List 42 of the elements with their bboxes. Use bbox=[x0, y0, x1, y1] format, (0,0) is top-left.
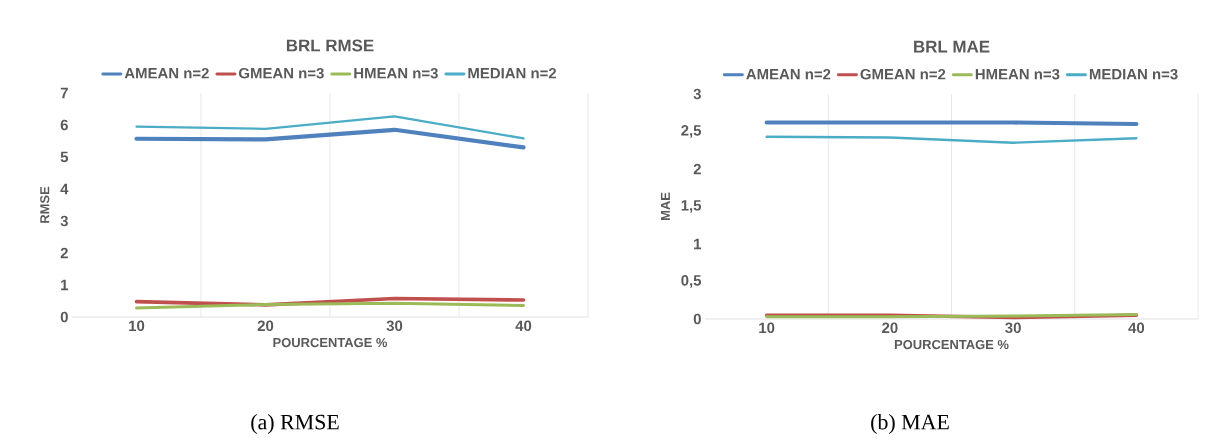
y-tick-label: 7 bbox=[60, 87, 68, 99]
line-series bbox=[135, 115, 525, 140]
y-tick-label: 0,5 bbox=[681, 275, 702, 288]
y-tick-label: 3 bbox=[60, 215, 68, 227]
legend-label: AMEAN n=2 bbox=[746, 68, 831, 80]
y-tick-label: 1 bbox=[61, 279, 69, 291]
y-tick-label: 0 bbox=[60, 311, 68, 323]
chart-title: BRL RMSE bbox=[286, 39, 374, 52]
legend-label: GMEAN n=3 bbox=[239, 67, 324, 79]
legend-label: GMEAN n=2 bbox=[860, 68, 946, 80]
y-tick-label: 2 bbox=[693, 163, 701, 175]
line-series bbox=[765, 135, 1138, 144]
x-axis-title: POURCENTAGE % bbox=[273, 337, 388, 348]
x-tick-label: 30 bbox=[386, 320, 403, 332]
x-tick-label: 10 bbox=[129, 320, 145, 332]
line-series bbox=[134, 127, 526, 150]
x-tick-label: 10 bbox=[759, 322, 775, 334]
y-tick-label: 1,5 bbox=[681, 200, 702, 213]
x-tick-label: 30 bbox=[1005, 322, 1021, 334]
y-tick-label: 0 bbox=[693, 313, 701, 325]
legend-label: HMEAN n=3 bbox=[975, 68, 1060, 80]
y-axis-title: RMSE bbox=[40, 186, 50, 223]
y-tick-label: 2,5 bbox=[681, 125, 702, 138]
y-tick-label: 3 bbox=[693, 88, 701, 100]
legend-label: MEDIAN n=2 bbox=[468, 67, 557, 79]
x-tick-label: 20 bbox=[882, 322, 898, 334]
y-tick-label: 6 bbox=[60, 119, 68, 131]
legend-label: AMEAN n=2 bbox=[124, 67, 209, 79]
y-tick-label: 5 bbox=[60, 151, 69, 163]
x-axis-title: POURCENTAGE % bbox=[894, 339, 1009, 350]
x-tick-label: 40 bbox=[515, 320, 532, 332]
y-tick-label: 4 bbox=[60, 183, 69, 195]
y-axis-title: MAE bbox=[660, 192, 670, 221]
text: (b) MAE bbox=[871, 414, 949, 434]
x-tick-label: 20 bbox=[257, 320, 274, 332]
y-tick-label: 2 bbox=[60, 247, 68, 259]
legend-label: MEDIAN n=3 bbox=[1089, 68, 1178, 80]
y-tick-label: 1 bbox=[694, 238, 702, 250]
chart-title: BRL MAE bbox=[914, 40, 990, 53]
text: (a) RMSE bbox=[251, 414, 339, 434]
legend-label: HMEAN n=3 bbox=[354, 67, 438, 79]
x-tick-label: 40 bbox=[1128, 322, 1145, 334]
